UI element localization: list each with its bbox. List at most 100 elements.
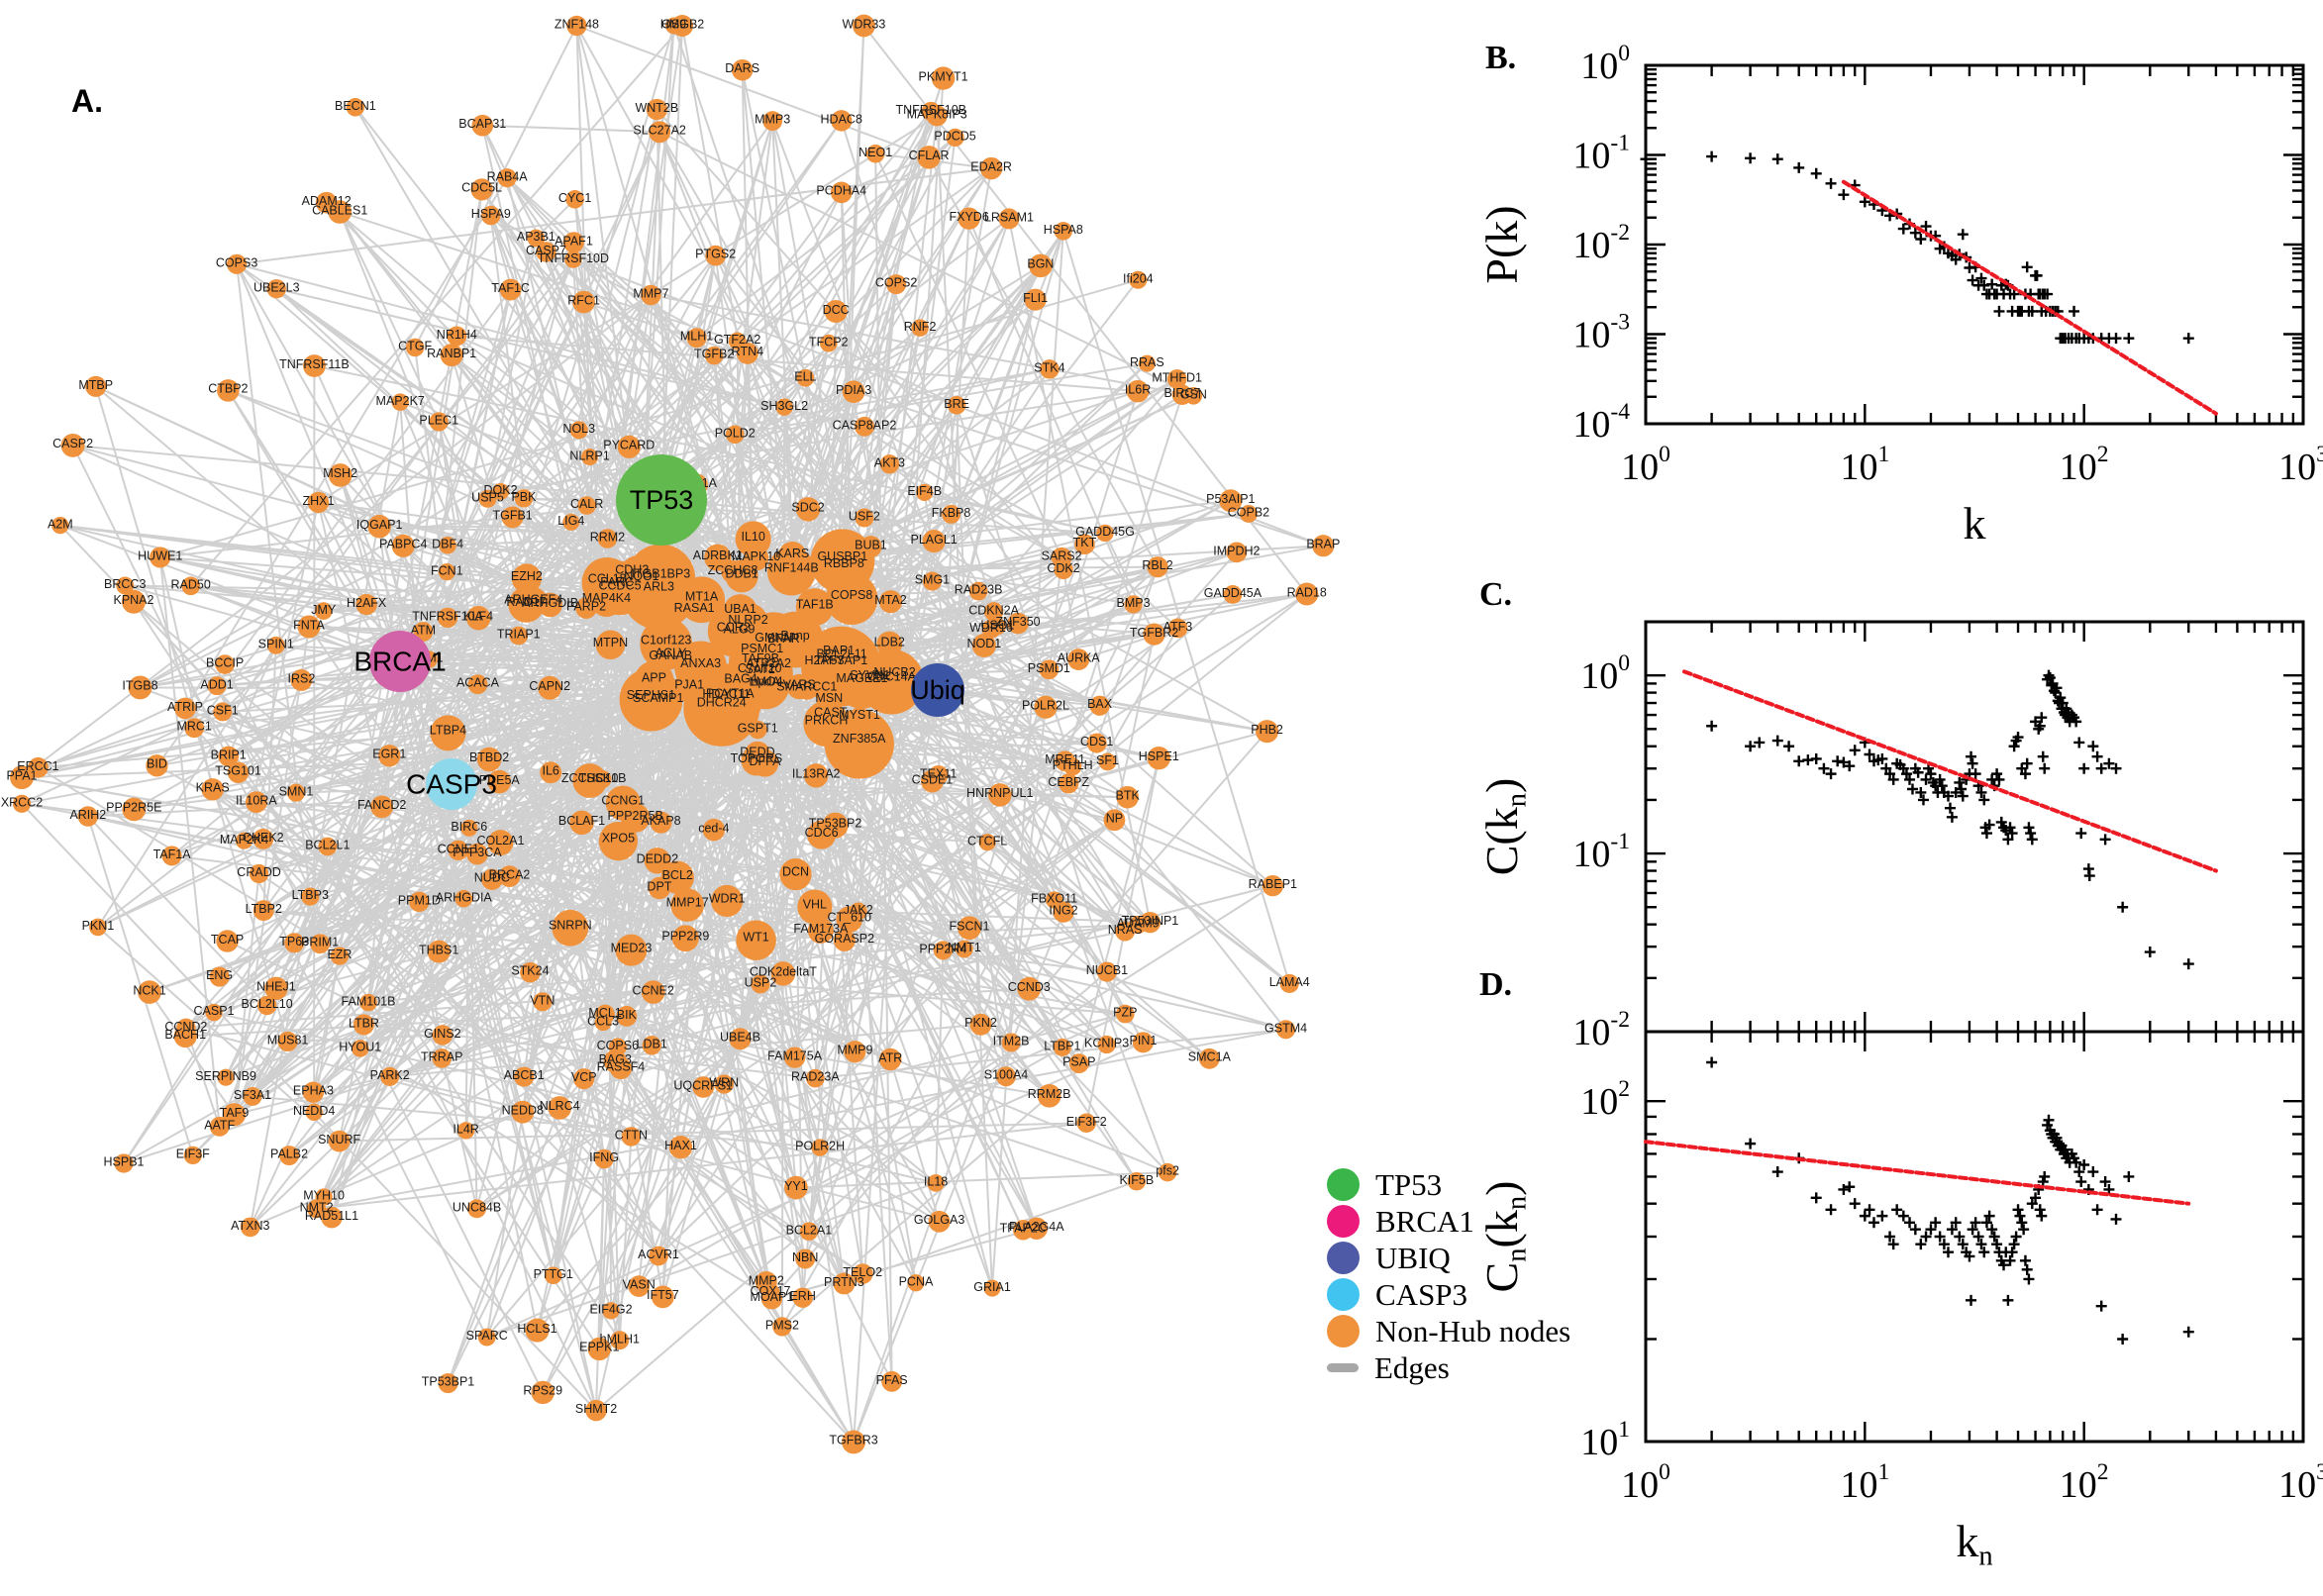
tick-label: 103 (2278, 1459, 2323, 1506)
network-node-label: COL2A1 (476, 834, 524, 848)
chart-panel-c: 100 10-1 10-2 C(kn) (1476, 620, 2305, 1053)
network-node (1059, 773, 1079, 794)
network-node (1129, 915, 1148, 935)
network-node (1097, 1035, 1116, 1054)
fit-line (1681, 669, 2218, 873)
network-node-label: CTBP2 (208, 382, 248, 396)
network-node-label: PZP (1113, 1006, 1137, 1020)
network-node (114, 1153, 134, 1173)
network-node-label: FKBP8 (932, 506, 971, 520)
network-node-label: ATR (878, 1050, 902, 1064)
tick-label: 102 (2060, 442, 2109, 488)
network-node-label: TFAP2C (1000, 1222, 1047, 1236)
network-node-label: DEDD (740, 746, 774, 759)
network-node-label: ADRBK1 (693, 549, 743, 562)
network-node (538, 675, 562, 700)
network-node (825, 572, 878, 626)
network-node-label: ATF3 (1163, 620, 1193, 634)
network-node (1147, 747, 1170, 770)
network-node-label: ACVR1 (638, 1247, 679, 1261)
network-node-label: ABCB1 (504, 1068, 545, 1082)
network-node-label: UBE4B (720, 1031, 760, 1045)
legend: TP53 BRCA1 UBIQ CASP3 Non-Hub nodes Edges (1327, 1166, 1570, 1386)
network-node-label: NMT1 (948, 941, 981, 954)
network-node (609, 1056, 633, 1080)
network-node (174, 697, 196, 720)
network-node (438, 563, 455, 581)
network-node (467, 1199, 486, 1219)
network-node-label: TAF1C (491, 281, 530, 295)
network-node-label: PALB2 (270, 1147, 308, 1161)
network-node-label: AKAP8 (641, 814, 680, 828)
network-node (514, 1066, 535, 1087)
tick-label: 100 (1580, 650, 1630, 697)
network-node (346, 98, 365, 117)
network-node-label: RAB4A (487, 169, 529, 183)
network-node (205, 1003, 223, 1022)
network-node (1167, 618, 1188, 639)
network-node-label: IL6 (542, 764, 558, 778)
network-node (432, 1048, 453, 1068)
network-node (575, 597, 597, 619)
network-node (610, 1331, 630, 1350)
network-node-label: CSF1 (207, 703, 239, 717)
network-node (736, 920, 776, 960)
network-node-label: GMNN (755, 631, 792, 645)
network-node (1129, 270, 1148, 289)
network-node (429, 412, 449, 432)
network-node (665, 17, 683, 35)
network-node (1219, 489, 1243, 513)
network-node-label: IL6R (1125, 382, 1151, 396)
network-node-label: RASSF4 (597, 1059, 646, 1073)
network-node-label: CCDC5 (599, 578, 642, 592)
network-node (1054, 222, 1073, 241)
network-node-label: VHL (803, 897, 827, 911)
axis-ticks (1644, 620, 2305, 1034)
network-node-label: EGR1 (372, 748, 406, 761)
network-node-label: POLR2L (1022, 699, 1069, 713)
network-node-label: CCL3 (587, 1014, 619, 1028)
network-node (983, 1279, 1001, 1297)
network-node-label: PMS2 (765, 1318, 799, 1332)
network-node (958, 916, 981, 941)
network-node-label: ENG (206, 968, 233, 982)
network-node (1053, 901, 1074, 923)
network-node-label: SMC1A (1188, 1050, 1232, 1064)
network-node-label: Ifi204 (1123, 271, 1154, 285)
network-node-label: TAF1B (796, 597, 834, 611)
network-node-label: CTGF (398, 340, 432, 353)
network-node (1007, 612, 1029, 635)
network-node (128, 675, 152, 700)
network-node-label: PPA1 (6, 768, 37, 782)
network-node-label: RNF2 (904, 320, 937, 334)
network-node-label: LDB2 (874, 636, 905, 649)
network-node (616, 1005, 638, 1027)
network-node-label: ARIH2 (69, 808, 106, 822)
network-node (931, 66, 956, 90)
panel-d-letter: D. (1479, 966, 1513, 1003)
network-node-label: CDKN2A (968, 603, 1019, 617)
network-node (795, 1248, 816, 1269)
network-node (831, 110, 853, 132)
network-node (595, 630, 626, 660)
network-node-label: MAPK10 (732, 549, 780, 563)
network-node (536, 242, 556, 262)
tick-label: 10-2 (1572, 1007, 1630, 1053)
network-hubs: TP53 BRCA1 CASP3 Ubiq (354, 454, 965, 810)
network-node (987, 783, 1012, 807)
hub-node-brca1 (369, 631, 431, 692)
network-node-label: CDC14A (867, 670, 917, 684)
network-node-label: MOAP1 (751, 1290, 794, 1304)
network-node-label: MAP2K7 (376, 394, 425, 408)
tick-label: 102 (1580, 1076, 1630, 1123)
network-node (1171, 384, 1193, 405)
network-node (878, 1047, 902, 1071)
network-node (819, 334, 838, 352)
network-node-label: RAD50 (171, 577, 211, 591)
tick-label: 10-2 (1572, 220, 1630, 266)
network-node (978, 834, 996, 851)
network-node-label: SLC27A2 (633, 124, 686, 138)
network-node-label: PSMC1 (741, 642, 783, 655)
network-node-label: NP (1106, 812, 1123, 826)
